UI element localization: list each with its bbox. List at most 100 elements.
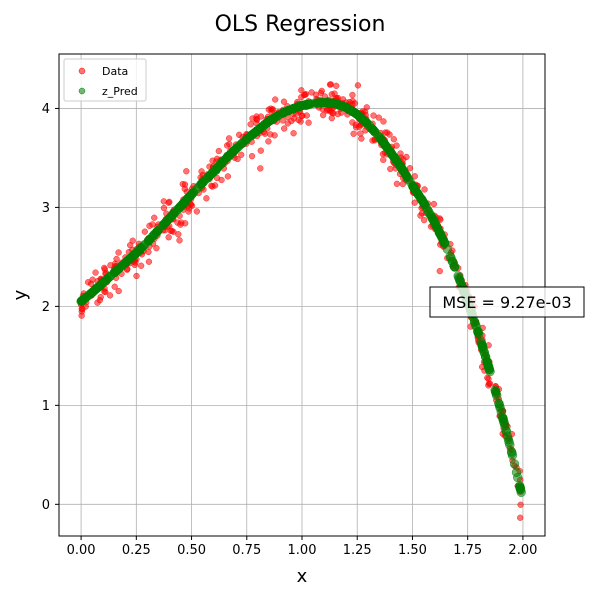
data-point [113,255,120,263]
x-tick-label: 1.50 [398,543,427,558]
data-point [358,135,365,142]
data-point [327,81,334,88]
data-point [319,111,327,119]
x-tick-label: 1.00 [288,543,317,558]
data-point [176,237,183,244]
data-point [380,118,387,125]
pred-series-points [76,97,526,497]
data-point [290,130,297,137]
data-point [411,199,418,206]
data-point [354,82,362,89]
data-point [393,180,401,187]
data-point [115,249,122,256]
x-tick-label: 0.25 [122,543,151,558]
data-point [129,237,136,244]
data-point [133,272,140,280]
pred-point [485,366,495,377]
data-point [333,82,340,89]
data-point [160,204,168,212]
data-point [248,153,256,160]
data-point [281,125,288,132]
data-point [272,96,279,103]
data-point [170,228,177,235]
data-point [193,208,200,215]
data-point [165,234,172,241]
pred-point [516,487,526,497]
data-point [297,118,304,125]
x-tick-label: 1.25 [343,543,372,558]
data-point [182,220,189,227]
mse-annotation: MSE = 9.27e-03 [429,286,585,318]
data-point [238,151,245,158]
data-point [115,287,122,295]
data-point [188,202,196,209]
pred-point [507,450,518,461]
legend: Data z_Pred [63,58,147,102]
y-tick-label: 4 [42,102,50,117]
mse-annotation-text: MSE = 9.27e-03 [442,293,571,312]
legend-marker-pred [78,87,86,95]
data-point [271,132,278,139]
data-point [175,231,182,238]
data-point [517,501,524,508]
y-tick-label: 2 [42,300,50,315]
data-point [430,200,438,208]
data-point [350,130,357,137]
data-point [269,106,276,113]
data-point [421,216,428,224]
y-tick-label: 1 [42,399,50,414]
data-point [265,138,272,145]
data-point [247,121,254,128]
data-point [211,182,219,189]
pred-point [513,472,523,483]
data-point [106,292,114,299]
x-tick-label: 0.00 [67,543,96,558]
pred-point [474,329,484,339]
axis-ticks: 0.00 0.25 0.50 0.75 1.00 1.25 1.50 1.75 2.00 0 1 2 3… [42,102,538,558]
data-point [226,140,233,148]
data-point [370,112,377,119]
data-point [298,87,305,94]
x-tick-label: 0.75 [232,543,261,558]
data-point [215,147,222,155]
y-tick-label: 3 [42,201,50,216]
data-point [421,186,428,193]
x-tick-label: 1.75 [453,543,482,558]
data-point [257,113,265,120]
data-point [257,147,264,154]
chart-title: OLS Regression [215,12,386,37]
data-point [166,198,173,206]
data-point [97,293,104,301]
pred-point [509,459,520,469]
data-point [145,248,152,256]
data-point [486,380,494,387]
pred-point [450,262,460,272]
data-point [153,245,160,252]
data-point [234,155,241,163]
legend-label-data: Data [102,65,128,78]
data-point [390,136,398,143]
data-point [141,228,148,235]
data-point [225,135,233,142]
data-point [145,258,153,265]
data-point [203,195,210,202]
data-point [138,262,145,269]
pred-point [492,390,502,401]
mse-annotation-box [429,286,585,318]
data-point [351,100,359,107]
data-point [183,168,190,175]
y-axis-label: y [10,289,31,300]
x-axis-label: x [297,566,308,587]
data-point [403,153,410,161]
data-point [224,173,232,180]
data-point [92,269,99,276]
x-tick-label: 2.00 [508,543,537,558]
data-point [218,176,225,184]
data-point [111,283,118,290]
data-point [387,165,394,173]
y-tick-label: 0 [42,498,50,513]
data-point [151,214,158,221]
data-point [302,91,310,98]
data-point [393,142,400,149]
data-point [357,130,364,137]
